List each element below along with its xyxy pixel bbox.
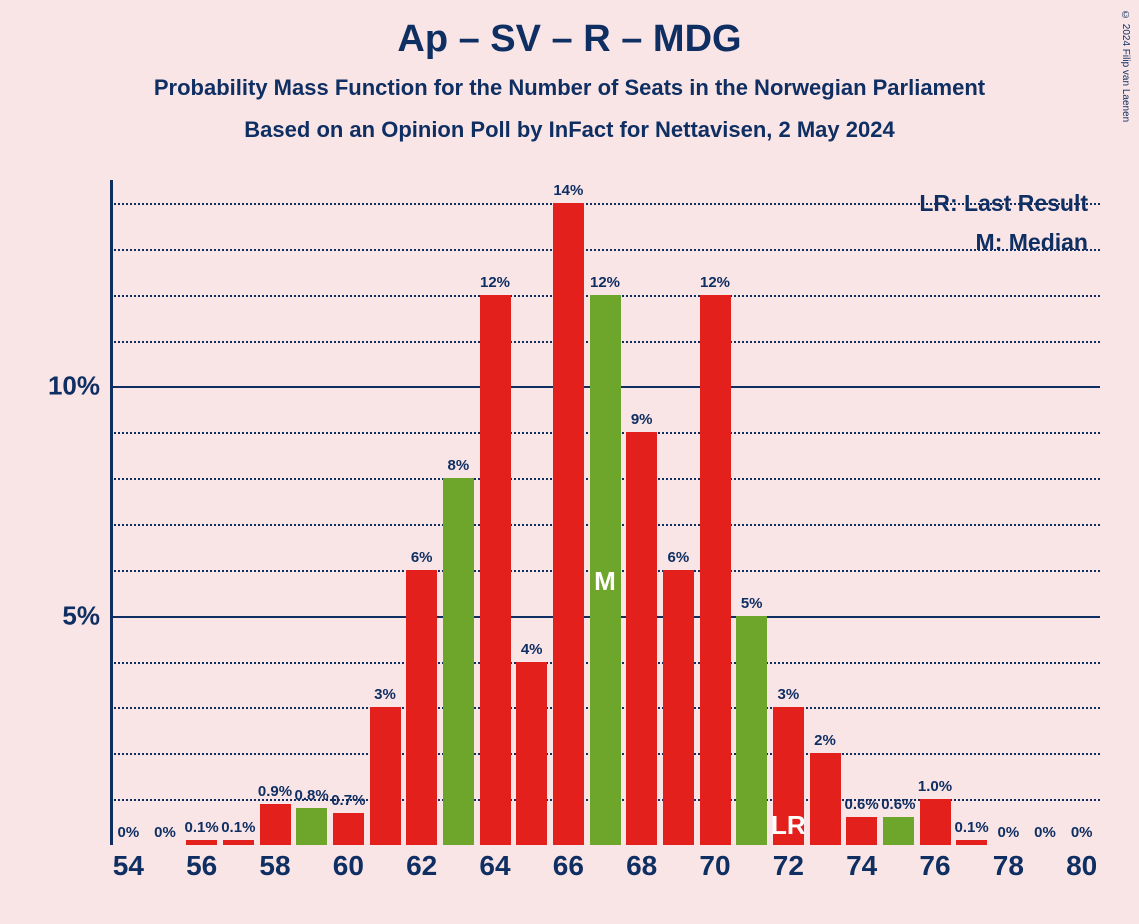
bar-value-label: 1.0% [905, 778, 965, 795]
bar [296, 808, 327, 845]
x-tick-label: 66 [553, 850, 584, 882]
bar [626, 432, 657, 845]
chart-subtitle-2: Based on an Opinion Poll by InFact for N… [0, 101, 1139, 143]
x-tick-label: 58 [259, 850, 290, 882]
bar [443, 478, 474, 845]
bar [553, 203, 584, 845]
bar [406, 570, 437, 845]
bar [223, 840, 254, 845]
plot-area: 0%0%0.1%0.1%0.9%0.8%0.7%3%6%8%12%4%14%12… [110, 180, 1100, 845]
x-tick-label: 64 [479, 850, 510, 882]
bar [516, 662, 547, 845]
bar [260, 804, 291, 845]
x-tick-label: 78 [993, 850, 1024, 882]
chart-area: 0%0%0.1%0.1%0.9%0.8%0.7%3%6%8%12%4%14%12… [110, 180, 1100, 845]
bar-marker-m: M [594, 566, 616, 597]
bar [846, 817, 877, 845]
bar-value-label: 9% [612, 411, 672, 428]
legend-m: M: Median [919, 223, 1088, 262]
bar [333, 813, 364, 845]
legend: LR: Last Result M: Median [919, 184, 1088, 262]
bar-value-label: 2% [795, 732, 855, 749]
chart-title: Ap – SV – R – MDG [0, 0, 1139, 61]
bar-value-label: 3% [758, 686, 818, 703]
x-tick-label: 70 [699, 850, 730, 882]
copyright-text: © 2024 Filip van Laenen [1120, 10, 1131, 122]
bar [883, 817, 914, 845]
x-tick-label: 68 [626, 850, 657, 882]
x-tick-label: 74 [846, 850, 877, 882]
x-tick-label: 56 [186, 850, 217, 882]
y-tick-label: 10% [30, 371, 100, 402]
bar-value-label: 12% [465, 274, 525, 291]
bar-value-label: 14% [538, 182, 598, 199]
bar [956, 840, 987, 845]
bar-value-label: 12% [575, 274, 635, 291]
x-tick-label: 76 [919, 850, 950, 882]
y-tick-label: 5% [30, 600, 100, 631]
bar [480, 295, 511, 845]
bar-marker-lr: LR [771, 810, 806, 841]
bar-value-label: 0% [1052, 824, 1112, 841]
bar [370, 707, 401, 845]
legend-lr: LR: Last Result [919, 184, 1088, 223]
x-tick-label: 80 [1066, 850, 1097, 882]
x-tick-label: 72 [773, 850, 804, 882]
bar [186, 840, 217, 845]
chart-subtitle-1: Probability Mass Function for the Number… [0, 61, 1139, 101]
bar-value-label: 5% [722, 595, 782, 612]
x-tick-label: 62 [406, 850, 437, 882]
x-tick-label: 60 [333, 850, 364, 882]
bar [663, 570, 694, 845]
bars-container: 0%0%0.1%0.1%0.9%0.8%0.7%3%6%8%12%4%14%12… [110, 180, 1100, 845]
x-tick-label: 54 [113, 850, 144, 882]
bar [736, 616, 767, 845]
bar [700, 295, 731, 845]
bar-value-label: 12% [685, 274, 745, 291]
